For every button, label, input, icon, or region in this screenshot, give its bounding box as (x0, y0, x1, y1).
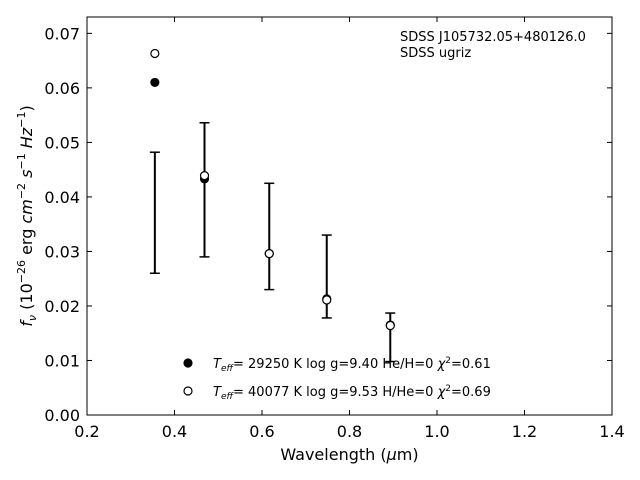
x-axis-title: Wavelength (μm) (280, 445, 418, 464)
x-tick-label: 0.2 (74, 422, 99, 441)
x-tick-label: 0.8 (337, 422, 362, 441)
plot-frame (86, 16, 613, 416)
axis-ticks: 0.2 0.4 0.6 0.8 1.0 1.2 1.4 0.00 0.01 0.02 0.03 0.0… (44, 17, 625, 441)
annotation-line-2: SDSS ugriz (400, 46, 471, 61)
y-axis-label: fν (10−26 erg cm−2 s−1 Hz−1) (15, 105, 39, 326)
legend-label: Teff= 40077 K log g=9.53 H/He=0 χ2=0.69 (213, 384, 491, 402)
annotation-line-1: SDSS J105732.05+480126.0 (400, 30, 586, 45)
x-axis-label: Wavelength (μm) (280, 445, 418, 464)
model-point-open (322, 295, 332, 305)
y-tick-label: 0.01 (44, 351, 80, 370)
y-axis-title: fν (10−26 erg cm−2 s−1 Hz−1) (15, 105, 39, 326)
legend-marker (183, 358, 193, 368)
x-tick-label: 1.2 (512, 422, 537, 441)
x-tick-label: 1.4 (599, 422, 624, 441)
data-points (150, 48, 395, 331)
y-tick-label: 0.02 (44, 297, 80, 316)
y-tick-label: 0.04 (44, 188, 80, 207)
legend-marker (183, 386, 193, 396)
object-annotation: SDSS J105732.05+480126.0 SDSS ugriz (400, 30, 586, 61)
y-tick-label: 0.00 (44, 406, 80, 425)
model-point-filled (150, 77, 160, 88)
error-bars (149, 122, 396, 363)
x-tick-label: 1.0 (424, 422, 449, 441)
legend: Teff= 29250 K log g=9.40 He/H=0 χ2=0.61 T… (183, 356, 491, 402)
x-tick-label: 0.6 (249, 422, 274, 441)
x-tick-label: 0.4 (162, 422, 187, 441)
y-tick-label: 0.06 (44, 79, 80, 98)
svg-text:fν (10−26 erg cm−2 s−1 Hz−1): fν (10−26 erg cm−2 s−1 Hz−1) (15, 105, 39, 326)
model-point-open (385, 320, 395, 331)
model-point-open (199, 171, 210, 181)
model-point-open (264, 249, 274, 259)
y-tick-label: 0.07 (44, 24, 80, 43)
y-tick-label: 0.05 (44, 133, 80, 152)
model-point-open (150, 48, 160, 59)
y-tick-label: 0.03 (44, 242, 80, 261)
legend-label: Teff= 29250 K log g=9.40 He/H=0 χ2=0.61 (213, 356, 491, 374)
